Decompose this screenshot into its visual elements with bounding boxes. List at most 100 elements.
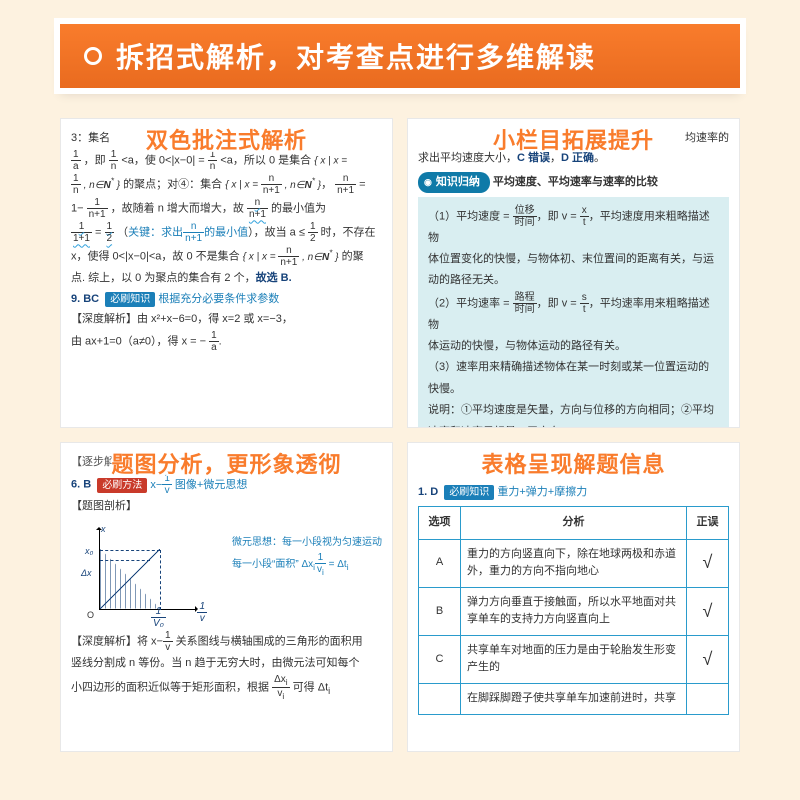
label: O [87, 608, 94, 624]
table-row: B弹力方向垂直于接触面，所以水平地面对共享单车的支持力方向竖直向上√ [419, 587, 729, 635]
panel-content: 【逐步解析】由… = 50 m 6. B 必刷方法 x−1v 图像+微元思想 【… [61, 443, 392, 712]
table-row: A重力的方向竖直向下，除在地球两极和赤道外，重力的方向不指向地心√ [419, 539, 729, 587]
t: 【深度解析】将 x− [71, 635, 163, 647]
t: 可得 Δt [290, 681, 329, 693]
triangle-line [100, 549, 160, 609]
panel-content: 1. D 必刷知识 重力+弹力+摩擦力 选项 分析 正误 A重力的方向竖直向下，… [408, 473, 739, 725]
panel-table-info: 表格呈现解题信息 1. D 必刷知识 重力+弹力+摩擦力 选项 分析 正误 A重… [407, 442, 740, 752]
topic: 根据充分必要条件求参数 [158, 293, 279, 305]
t: 动的路径无关。 [428, 270, 719, 290]
question-num: 1. D [418, 486, 438, 498]
t: ），故当 a ≤ [248, 227, 308, 239]
dash [160, 550, 161, 610]
panel-column-extend: 小栏目拓展提升 均速率的 求出平均速度大小，C 错误，D 正确。 知识归纳 平均… [407, 118, 740, 428]
panel-title: 双色批注式解析 [146, 123, 307, 155]
badge-method: 必刷方法 [97, 478, 147, 493]
t: 1− [71, 203, 87, 215]
t: （ [117, 227, 128, 239]
badge-knowledge: 必刷知识 [444, 485, 494, 500]
panel-title: 小栏目拓展提升 [493, 123, 654, 155]
frac: 1v [163, 630, 173, 653]
t: （3）速率用来精确描述物体在某一时刻或某一位置运动的 [428, 357, 719, 377]
header-banner: 拆招式解析，对考查点进行多维解读 [60, 24, 740, 88]
panel-title: 题图分析，更形象透彻 [111, 447, 341, 479]
check-icon: √ [687, 539, 729, 587]
t: 小四边形的面积近似等于矩形面积，根据 [71, 681, 272, 693]
dash [100, 550, 160, 551]
t: （1）平均速度 = [428, 210, 513, 222]
td [419, 684, 461, 715]
check-icon: √ [687, 635, 729, 683]
t: 平均速度、平均速率与速率的比较 [493, 176, 658, 188]
t: 关系图线与横轴围成的三角形的面积用 [173, 635, 363, 647]
t: 3：集名 [71, 132, 110, 144]
frac: nn+1 [183, 221, 204, 244]
t: = [95, 227, 104, 239]
frac: 1a [71, 149, 81, 172]
topic: 重力+弹力+摩擦力 [497, 486, 587, 498]
t: 时，不存在 [318, 227, 376, 239]
td: 在脚踩脚蹬子使共享单车加速前进时，共享 [461, 684, 687, 715]
frac: nn+1 [247, 197, 268, 220]
panels-grid: 双色批注式解析 3：集名……………………………………；存在 1a ，即 1n <… [60, 118, 740, 778]
frac: 1n+1 [87, 197, 108, 220]
graph: x x₀ Δx O 1V₀ 1v [81, 524, 201, 624]
td: 弹力方向垂直于接触面，所以水平地面对共享单车的支持力方向竖直向上 [461, 587, 687, 635]
question-num: 9. BC [71, 293, 99, 305]
panel-graph-analysis: 题图分析，更形象透彻 【逐步解析】由… = 50 m 6. B 必刷方法 x−1… [60, 442, 393, 752]
t: ，即 [84, 155, 106, 167]
frac: 12 [105, 221, 115, 244]
t: 说明：①平均速度是矢量，方向与位移的方向相同；②平均 [428, 400, 719, 420]
t: 【题图剖析】 [71, 497, 382, 516]
t: 点. 综上，以 0 为聚点的集合有 2 个， [71, 272, 256, 284]
t: 【深度解析】由 x²+x−6=0，得 x=2 或 x=−3， [71, 310, 382, 329]
bullet-icon [84, 47, 102, 65]
t: 的聚 [342, 251, 364, 263]
table-row: C共享单车对地面的压力是由于轮胎发生形变产生的√ [419, 635, 729, 683]
th: 正误 [687, 507, 729, 539]
panel-content: 3：集名……………………………………；存在 1a ，即 1n <a，使 0<|x… [61, 119, 392, 364]
t: <a，使 0<|x−0| = [121, 155, 207, 167]
t: 的最小值 [204, 227, 248, 239]
t: 体运动的快慢，与物体运动的路径有关。 [428, 336, 719, 356]
frac: 12 [308, 221, 318, 244]
td: 共享单车对地面的压力是由于轮胎发生形变产生的 [461, 635, 687, 683]
panel-two-color: 双色批注式解析 3：集名……………………………………；存在 1a ，即 1n <… [60, 118, 393, 428]
frac: st [580, 292, 589, 315]
knowledge-box: （1）平均速度 = 位移时间，即 v = xt，平均速度用来粗略描述物 体位置变… [418, 197, 729, 428]
label: Δx [81, 566, 92, 582]
t: 体位置变化的快慢，与物体初、末位置间的距离有关，与运 [428, 249, 719, 269]
td: A [419, 539, 461, 587]
frac: 1a [209, 330, 219, 353]
td: 重力的方向竖直向下，除在地球两极和赤道外，重力的方向不指向地心 [461, 539, 687, 587]
graph-annotation: 微元思想：每一小段视为匀速运动 每一小段“面积” Δxi1vi = Δti [226, 518, 382, 578]
check-icon: √ [687, 587, 729, 635]
td [687, 684, 729, 715]
t: x，使得 0<|x−0|<a，故 0 不是集合 [71, 251, 240, 263]
frac: xt [580, 205, 589, 228]
t: ，即 v = [537, 210, 580, 222]
banner-title: 拆招式解析，对考查点进行多维解读 [116, 36, 596, 76]
t: x−1v 图像+微元思想 [150, 479, 247, 491]
td: C [419, 635, 461, 683]
t: （2）平均速率 = [428, 297, 513, 309]
frac: nn+1 [261, 173, 282, 196]
t: 每一小段“面积” Δx [232, 559, 313, 570]
td: B [419, 587, 461, 635]
t: 由 ax+1=0（a≠0），得 x = − [71, 335, 209, 347]
panel-title: 表格呈现解题信息 [481, 447, 665, 479]
t: 微元思想：每一小段视为匀速运动 [232, 534, 382, 551]
th: 分析 [461, 507, 687, 539]
t: ，故随着 n 增大而增大，故 [111, 203, 247, 215]
t: ，即 v = [537, 297, 580, 309]
label: x₀ [85, 544, 93, 560]
frac: 路程时间 [513, 292, 537, 315]
t: 竖线分割成 n 等份。当 n 趋于无穷大时，由微元法可知每个 [71, 654, 382, 673]
frac: nn+1 [278, 245, 299, 268]
t: = Δt [326, 559, 347, 570]
frac: 位移时间 [513, 205, 537, 228]
frac: Δxivi [272, 674, 290, 701]
dash [100, 560, 150, 561]
frac: nn+1 [335, 173, 356, 196]
t: . [219, 335, 222, 347]
